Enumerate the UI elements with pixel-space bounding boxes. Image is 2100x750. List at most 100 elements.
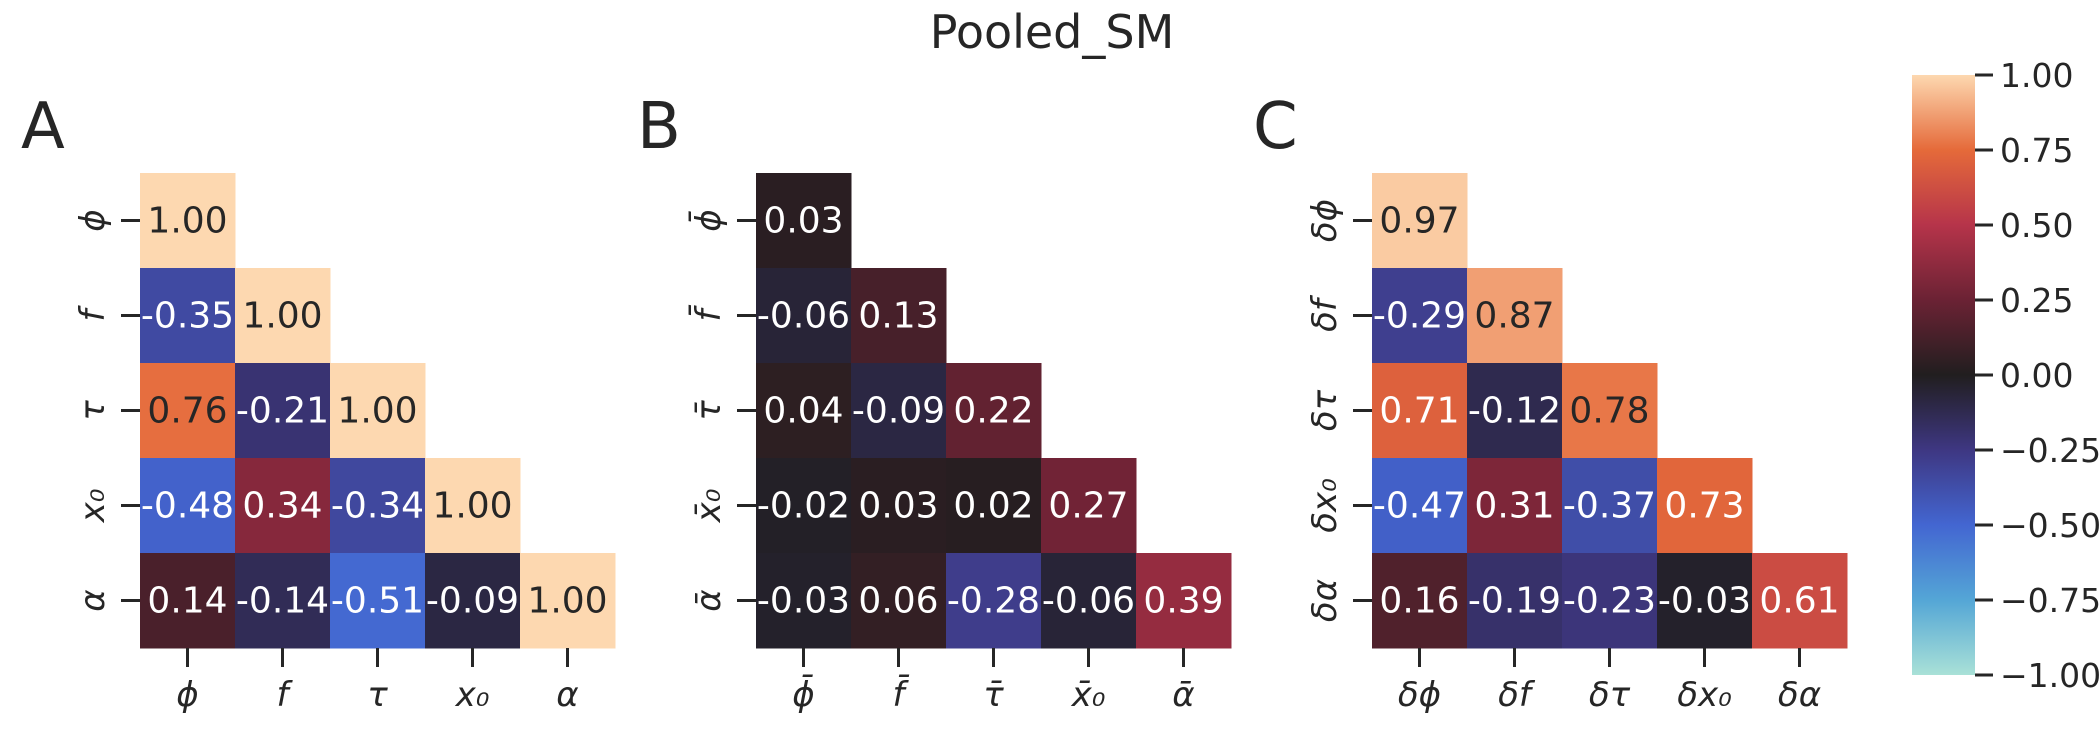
cell-value-label: -0.03 [1658,581,1751,622]
y-tick-label: ϕ [73,209,113,231]
cell-value-label: -0.03 [757,581,850,622]
heatmap-cell [851,363,947,459]
panel-label: B [637,90,681,164]
heatmap-cell [235,458,331,554]
colorbar-tick-label: 0.75 [2000,131,2073,170]
y-tick-label: δα [1305,579,1345,622]
heatmap-cell [235,268,331,364]
heatmap-cell [946,363,1042,459]
x-tick-label: α [556,675,578,715]
x-tick-label: τ [367,675,388,715]
heatmap-cell [1467,458,1563,554]
heatmap-panel-a: A1.00-0.35 1.000.76 -0.21 1.00-0.48 0.34 -0.3… [21,90,616,715]
cell-value-label: -0.34 [331,486,424,527]
heatmap-cell [946,553,1042,649]
x-tick-label: δα [1778,675,1821,715]
heatmap-cell [1041,553,1137,649]
heatmap-cell [330,553,426,649]
heatmap-cell [756,363,852,459]
heatmap-cell [1562,363,1658,459]
heatmap-cell [140,268,236,364]
cell-value-label: 0.76 [147,391,227,432]
cell-value-label: 1.00 [242,296,322,337]
x-tick-label: δx₀ [1677,675,1732,715]
cell-value-label: 0.03 [763,201,843,242]
cell-value-label: -0.37 [1563,486,1656,527]
cell-value-label: 1.00 [337,391,417,432]
heatmap-cell [425,458,521,554]
heatmap-cell [235,363,331,459]
y-tick-label: f [73,304,113,321]
y-tick-label: δϕ [1305,199,1345,242]
cell-value-label: -0.09 [852,391,945,432]
heatmap-panel-b: B0.03-0.06 0.130.04 -0.09 0.22-0.02 0.03 0.02… [637,90,1232,715]
panel-label: A [21,90,65,164]
heatmap-cell [1752,553,1848,649]
colorbar-tick-label: 1.00 [2000,56,2073,95]
heatmap-cell [1657,458,1753,554]
cell-value-label: 0.16 [1379,581,1459,622]
y-tick-label: x̄₀ [689,488,729,523]
cell-value-label: 0.04 [763,391,843,432]
x-tick-label: ϕ [176,675,198,715]
x-tick-label: δϕ [1398,675,1441,715]
heatmap-cell [946,458,1042,554]
y-tick-label: α [73,589,113,611]
cell-value-label: 1.00 [147,201,227,242]
cell-value-label: 0.02 [953,486,1033,527]
heatmap-cell [756,173,852,269]
heatmap-cell [1372,458,1468,554]
cell-value-label: -0.19 [1468,581,1561,622]
heatmap-cell [851,553,947,649]
heatmap-panels: A1.00-0.35 1.000.76 -0.21 1.00-0.48 0.34 -0.3… [21,90,1848,715]
cell-value-label: 0.22 [953,391,1033,432]
cell-value-label: -0.28 [947,581,1040,622]
colorbar-tick-label: −0.50 [2000,506,2100,545]
cell-value-label: 0.31 [1474,486,1554,527]
colorbar-ticks: 1.00 0.75 0.50 0.25 0.00 −0.25 −0.50 −0.75 −1.00 [1975,56,2100,695]
colorbar-tick-label: 0.00 [2000,356,2073,395]
heatmap-cell [1372,173,1468,269]
heatmap-cell [140,363,236,459]
heatmap-cell [851,458,947,554]
y-tick-label: τ̄ [689,400,729,421]
cell-value-label: -0.23 [1563,581,1656,622]
cell-value-label: 1.00 [527,581,607,622]
cell-value-label: 0.87 [1474,296,1554,337]
cell-value-label: -0.14 [236,581,329,622]
y-tick-label: δf [1305,294,1345,332]
heatmap-cell [235,553,331,649]
heatmap-cell [1467,268,1563,364]
y-tick-label: δτ [1305,389,1345,431]
heatmap-cell [756,458,852,554]
y-tick-label: ϕ̄ [688,209,729,231]
cell-value-label: -0.48 [141,486,234,527]
cell-value-label: 1.00 [432,486,512,527]
heatmap-cell [1657,553,1753,649]
cell-value-label: 0.73 [1664,486,1744,527]
heatmap-panel-c: C 0.97 -0.29 0.87 0.71 -0.12 0.78 -0.47 0.31 -0.3… [1253,90,1848,715]
heatmap-cell [1136,553,1232,649]
cell-value-label: 0.14 [147,581,227,622]
heatmap-cell [1562,553,1658,649]
cell-value-label: -0.06 [1042,581,1135,622]
colorbar-tick-label: −1.00 [2000,656,2100,695]
cell-value-label: -0.21 [236,391,329,432]
colorbar: 1.00 0.75 0.50 0.25 0.00 −0.25 −0.50 −0.75 −1.00 [1912,56,2100,695]
heatmap-cell [140,553,236,649]
heatmap-cell [425,553,521,649]
heatmap-cell [756,268,852,364]
cell-value-label: 0.97 [1379,201,1459,242]
x-tick-label: f [277,675,294,715]
cell-value-label: 0.39 [1143,581,1223,622]
cell-value-label: 0.06 [858,581,938,622]
heatmap-cell [1041,458,1137,554]
x-tick-label: δτ [1589,675,1631,715]
figure-title: Pooled_SM [930,5,1175,59]
cell-value-label: -0.02 [757,486,850,527]
cell-value-label: -0.29 [1373,296,1466,337]
x-tick-label: τ̄ [983,675,1004,715]
cell-value-label: 0.13 [858,296,938,337]
heatmap-cell [520,553,616,649]
